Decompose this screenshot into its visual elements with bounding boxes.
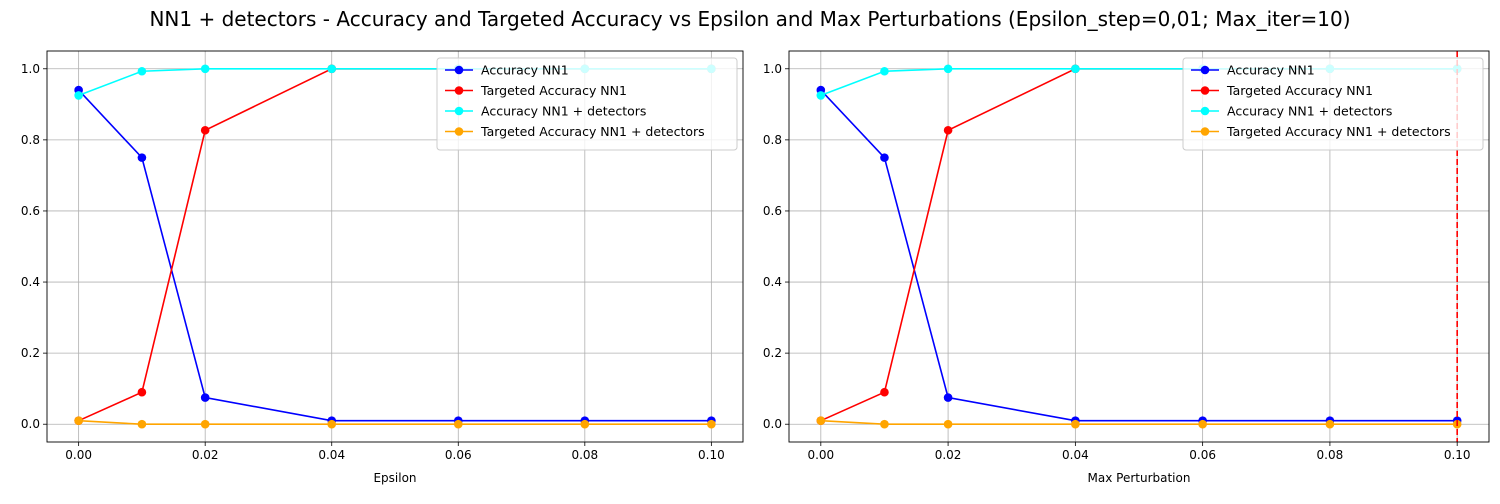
x-tick-label: 0.08 [1317,448,1344,462]
data-point [1071,419,1080,429]
x-tick-label: 0.10 [1444,448,1471,462]
data-point [880,387,889,397]
data-point [943,64,953,74]
legend-item: Targeted Accuracy NN1 [1191,83,1373,98]
data-point [74,91,83,100]
data-point [816,416,826,425]
data-point [200,419,210,429]
legend-label: Targeted Accuracy NN1 + detectors [480,124,705,139]
data-point [137,387,147,397]
legend-label: Accuracy NN1 [1227,63,1315,78]
data-point [880,66,889,76]
legend-item: Accuracy NN1 [1191,63,1315,78]
legend: Accuracy NN1 Targeted Accuracy NN1 Accurac… [436,57,738,151]
y-tick-label: 0.0 [763,417,782,431]
data-point [943,393,953,402]
legend-label: Targeted Accuracy NN1 [1226,83,1373,98]
y-tick-label: 0.6 [763,204,782,218]
legend: Accuracy NN1 Targeted Accuracy NN1 Accurac… [1182,57,1484,151]
axes-frame [46,50,744,443]
axes-frame [788,50,1490,443]
data-point [880,153,889,162]
x-tick-label: 0.04 [318,448,345,462]
x-tick-label: 0.00 [65,448,92,462]
data-point [1198,419,1207,429]
data-point [137,153,147,162]
data-point [200,64,210,74]
y-tick-label: 1.0 [21,62,40,76]
legend-swatch-marker [1200,86,1210,95]
legend-box [436,57,738,151]
chart-epsilon: 0.00 0.02 0.04 0.06 0.08 0.10 0.0 0.2 0.4 0.6 0.8 1… [21,50,744,485]
y-tick-label: 0.8 [21,133,40,147]
data-point [200,393,210,402]
legend-item: Targeted Accuracy NN1 [445,83,627,98]
y-tick-label: 0.2 [21,346,40,360]
legend-box [1182,57,1484,151]
legend-label: Targeted Accuracy NN1 [480,83,627,98]
y-tick-label: 0.0 [21,417,40,431]
data-point [327,419,337,429]
x-tick-label: 0.02 [192,448,219,462]
legend-swatch-marker [1200,106,1210,116]
legend-item: Targeted Accuracy NN1 + detectors [445,124,705,139]
legend-swatch-marker [454,65,464,75]
x-tick-label: 0.00 [807,448,834,462]
legend-swatch-marker [1200,127,1210,136]
legend-label: Accuracy NN1 + detectors [1227,104,1392,119]
x-tick-label: 0.06 [1189,448,1216,462]
data-point [1071,64,1080,74]
y-tick-label: 1.0 [763,62,782,76]
legend-item: Accuracy NN1 + detectors [1191,104,1392,119]
y-tick-label: 0.4 [763,275,782,289]
x-tick-label: 0.04 [1062,448,1089,462]
x-tick-label: 0.02 [935,448,962,462]
legend-label: Accuracy NN1 + detectors [481,104,646,119]
legend-item: Accuracy NN1 [445,63,569,78]
data-point [137,419,147,429]
data-point [943,125,953,135]
y-tick-label: 0.6 [21,204,40,218]
y-tick-label: 0.8 [763,133,782,147]
data-point [327,64,337,74]
legend-swatch-marker [454,86,464,95]
legend-label: Targeted Accuracy NN1 + detectors [1226,124,1451,139]
x-axis-label: Epsilon [373,471,416,485]
data-point [74,416,83,425]
x-tick-label: 0.06 [445,448,472,462]
legend-swatch-marker [1200,65,1210,75]
legend-swatch-marker [454,127,464,136]
data-point [943,419,953,429]
y-tick-label: 0.2 [763,346,782,360]
data-point [580,419,590,429]
y-tick-label: 0.4 [21,275,40,289]
data-point [707,419,716,429]
chart-max-perturbation: 0.00 0.02 0.04 0.06 0.08 0.10 0.0 0.2 0.4 0.6 0.8 1… [763,50,1490,485]
x-tick-label: 0.10 [698,448,725,462]
legend-item: Accuracy NN1 + detectors [445,104,646,119]
data-point [200,125,210,135]
data-point [880,419,889,429]
figure-title: NN1 + detectors - Accuracy and Targeted … [149,7,1350,31]
data-point [453,419,463,429]
data-point [1325,419,1335,429]
legend-item: Targeted Accuracy NN1 + detectors [1191,124,1451,139]
data-point [816,91,826,100]
x-tick-label: 0.08 [571,448,598,462]
legend-swatch-marker [454,106,464,116]
legend-label: Accuracy NN1 [481,63,569,78]
x-axis-label: Max Perturbation [1088,471,1191,485]
data-point [137,66,147,76]
